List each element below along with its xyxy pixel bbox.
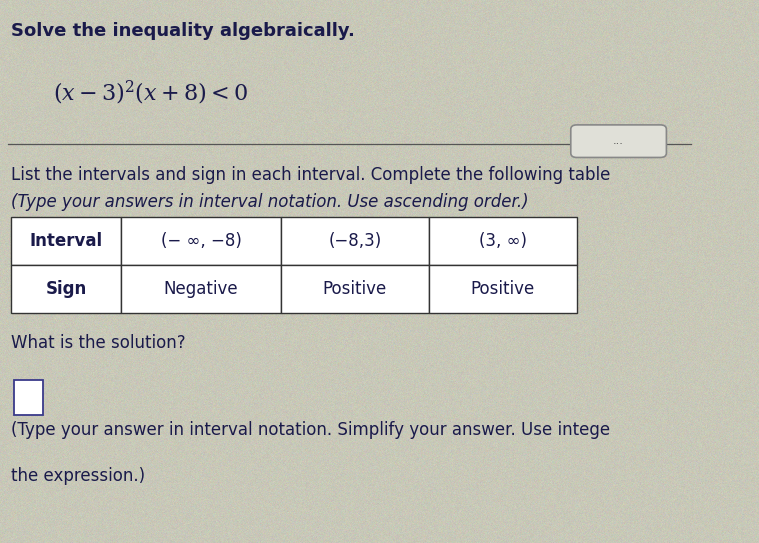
- Text: Interval: Interval: [30, 232, 103, 250]
- Bar: [429, 265, 577, 313]
- Text: Solve the inequality algebraically.: Solve the inequality algebraically.: [11, 22, 355, 40]
- Text: Sign: Sign: [46, 280, 87, 298]
- Text: (Type your answers in interval notation. Use ascending order.): (Type your answers in interval notation.…: [11, 193, 529, 211]
- Text: What is the solution?: What is the solution?: [11, 334, 186, 352]
- FancyBboxPatch shape: [571, 125, 666, 157]
- Bar: [14, 380, 43, 415]
- Text: $(x-3)^{2}(x+8)<0$: $(x-3)^{2}(x+8)<0$: [53, 79, 248, 107]
- Bar: [281, 217, 429, 265]
- Text: ...: ...: [613, 136, 624, 146]
- Text: Negative: Negative: [164, 280, 238, 298]
- Text: (−8,3): (−8,3): [328, 232, 382, 250]
- Bar: [11, 265, 121, 313]
- Text: Positive: Positive: [471, 280, 535, 298]
- Bar: [281, 265, 429, 313]
- Text: (− ∞, −8): (− ∞, −8): [161, 232, 241, 250]
- Text: Positive: Positive: [323, 280, 387, 298]
- Bar: [121, 265, 281, 313]
- Bar: [11, 217, 121, 265]
- Bar: [121, 217, 281, 265]
- Text: the expression.): the expression.): [11, 467, 146, 485]
- Bar: [429, 217, 577, 265]
- Text: List the intervals and sign in each interval. Complete the following table: List the intervals and sign in each inte…: [11, 166, 611, 184]
- Text: (3, ∞): (3, ∞): [479, 232, 527, 250]
- Text: (Type your answer in interval notation. Simplify your answer. Use intege: (Type your answer in interval notation. …: [11, 421, 610, 439]
